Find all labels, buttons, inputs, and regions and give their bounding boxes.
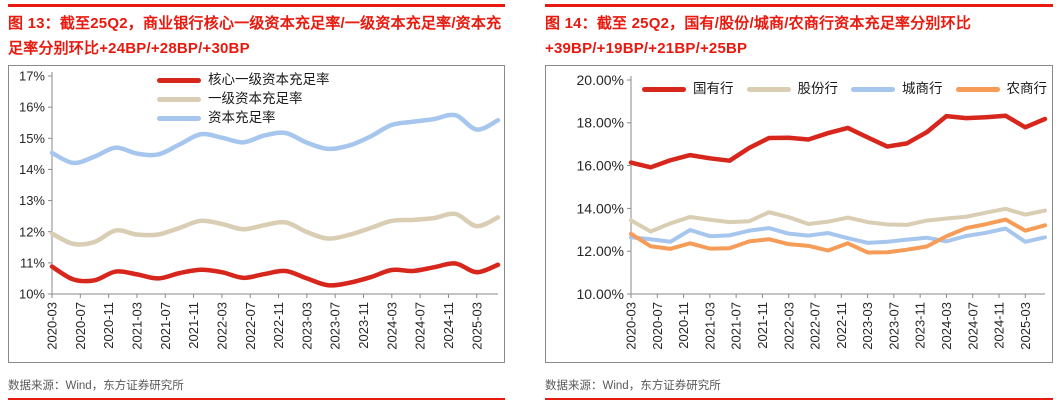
legend-label: 核心一级资本充足率 xyxy=(208,72,330,87)
figure-14: 图 14：截至 25Q2，国有/股份/城商/农商行资本充足率分别环比+39BP/… xyxy=(545,0,1053,407)
legend-label: 国有行 xyxy=(693,81,734,96)
svg-text:2024-11: 2024-11 xyxy=(992,302,1007,349)
figure-13: 图 13：截至25Q2，商业银行核心一级资本充足率/一级资本充足率/资本充足率分… xyxy=(8,0,505,407)
svg-text:2023-11: 2023-11 xyxy=(356,302,371,349)
svg-text:2025-03: 2025-03 xyxy=(469,302,484,350)
svg-text:17%: 17% xyxy=(19,69,45,84)
legend-item: 城商行 xyxy=(851,80,943,98)
svg-text:2024-03: 2024-03 xyxy=(939,302,954,350)
figure-13-data-source: 数据来源：Wind，东方证券研究所 xyxy=(8,380,184,392)
legend-item: 国有行 xyxy=(642,80,734,98)
legend-label: 农商行 xyxy=(1006,81,1048,96)
svg-text:2024-03: 2024-03 xyxy=(384,302,399,350)
legend-item: 股份行 xyxy=(746,80,839,98)
figure-14-line-chart-canvas: 20.00%18.00%16.00%14.00%12.00%10.00%2020… xyxy=(577,72,1048,350)
svg-text:2021-11: 2021-11 xyxy=(755,302,770,349)
legend-line-swatch xyxy=(851,86,895,92)
svg-text:2023-03: 2023-03 xyxy=(299,302,314,350)
svg-text:2023-07: 2023-07 xyxy=(886,302,901,350)
svg-text:2022-11: 2022-11 xyxy=(834,302,849,349)
svg-text:2022-11: 2022-11 xyxy=(271,302,286,349)
legend-label: 城商行 xyxy=(902,81,943,96)
svg-text:2021-07: 2021-07 xyxy=(729,302,744,350)
legend-item: 一级资本充足率 xyxy=(157,90,330,108)
svg-text:2024-07: 2024-07 xyxy=(965,302,980,350)
svg-text:2020-11: 2020-11 xyxy=(676,302,691,349)
svg-text:2020-03: 2020-03 xyxy=(45,302,60,350)
legend-line-swatch xyxy=(746,86,791,92)
svg-text:11%: 11% xyxy=(20,255,45,270)
legend-line-swatch xyxy=(157,77,201,83)
legend-label: 资本充足率 xyxy=(208,110,276,125)
svg-text:2020-07: 2020-07 xyxy=(650,302,665,350)
svg-text:2023-11: 2023-11 xyxy=(913,302,928,349)
svg-text:10.00%: 10.00% xyxy=(577,286,624,302)
svg-text:15%: 15% xyxy=(19,131,45,146)
svg-text:2023-03: 2023-03 xyxy=(860,302,875,350)
legend-line-swatch xyxy=(955,86,1000,92)
svg-text:20.00%: 20.00% xyxy=(577,72,624,88)
svg-text:14.00%: 14.00% xyxy=(577,200,624,216)
bottom-red-rule xyxy=(8,398,505,400)
legend-line-swatch xyxy=(642,86,686,92)
svg-text:2021-03: 2021-03 xyxy=(702,302,717,350)
legend-line-swatch xyxy=(157,115,201,121)
legend-item: 核心一级资本充足率 xyxy=(157,71,330,89)
svg-text:2020-11: 2020-11 xyxy=(101,302,116,349)
svg-text:2021-11: 2021-11 xyxy=(186,302,201,349)
svg-text:13%: 13% xyxy=(19,193,45,208)
figure-13-line-chart-canvas: 17% 16% 15% 14% 13% 12% 11% 10%2020-03 2020-07 20… xyxy=(19,69,501,350)
svg-text:2022-07: 2022-07 xyxy=(243,302,258,350)
svg-text:16%: 16% xyxy=(19,100,45,115)
svg-text:2020-03: 2020-03 xyxy=(624,302,639,350)
svg-text:16.00%: 16.00% xyxy=(577,158,624,174)
svg-text:2023-07: 2023-07 xyxy=(328,302,343,350)
svg-text:2021-07: 2021-07 xyxy=(158,302,173,350)
legend-item: 资本充足率 xyxy=(157,109,330,127)
svg-text:2024-11: 2024-11 xyxy=(441,302,456,349)
svg-text:12.00%: 12.00% xyxy=(577,243,624,259)
legend-label: 一级资本充足率 xyxy=(208,91,303,106)
legend-item: 农商行 xyxy=(955,80,1048,98)
figure-13-chart-panel: 17% 16% 15% 14% 13% 12% 11% 10% 2020-03 2020-07 20… xyxy=(8,65,505,363)
svg-text:10%: 10% xyxy=(19,287,45,302)
top-red-rule xyxy=(545,4,1053,7)
legend-label: 股份行 xyxy=(797,81,839,96)
svg-text:2025-03: 2025-03 xyxy=(1018,302,1033,350)
figure-14-chart-panel: 20.00% 18.00% 16.00% 14.00% 12.00% 10.00% 2020… xyxy=(545,65,1053,363)
figure-14-legend: 国有行 股份行 城商行 农商行 xyxy=(642,80,1047,98)
svg-text:14%: 14% xyxy=(19,162,45,177)
svg-text:2022-03: 2022-03 xyxy=(781,302,796,350)
bottom-red-rule xyxy=(545,398,1053,400)
legend-line-swatch xyxy=(157,96,201,102)
top-red-rule xyxy=(8,4,505,7)
figure-13-title: 图 13：截至25Q2，商业银行核心一级资本充足率/一级资本充足率/资本充足率分… xyxy=(8,15,502,57)
svg-text:2021-03: 2021-03 xyxy=(130,302,145,350)
figure-13-legend: 核心一级资本充足率 一级资本充足率 资本充足率 xyxy=(157,71,330,127)
figure-14-title: 图 14：截至 25Q2，国有/股份/城商/农商行资本充足率分别环比+39BP/… xyxy=(545,15,972,57)
svg-text:2022-03: 2022-03 xyxy=(214,302,229,350)
svg-text:12%: 12% xyxy=(19,224,45,239)
svg-text:2020-07: 2020-07 xyxy=(73,302,88,350)
svg-text:2022-07: 2022-07 xyxy=(808,302,823,350)
svg-text:18.00%: 18.00% xyxy=(577,115,624,131)
figure-14-data-source: 数据来源：Wind，东方证券研究所 xyxy=(545,380,721,392)
svg-text:2024-07: 2024-07 xyxy=(413,302,428,350)
